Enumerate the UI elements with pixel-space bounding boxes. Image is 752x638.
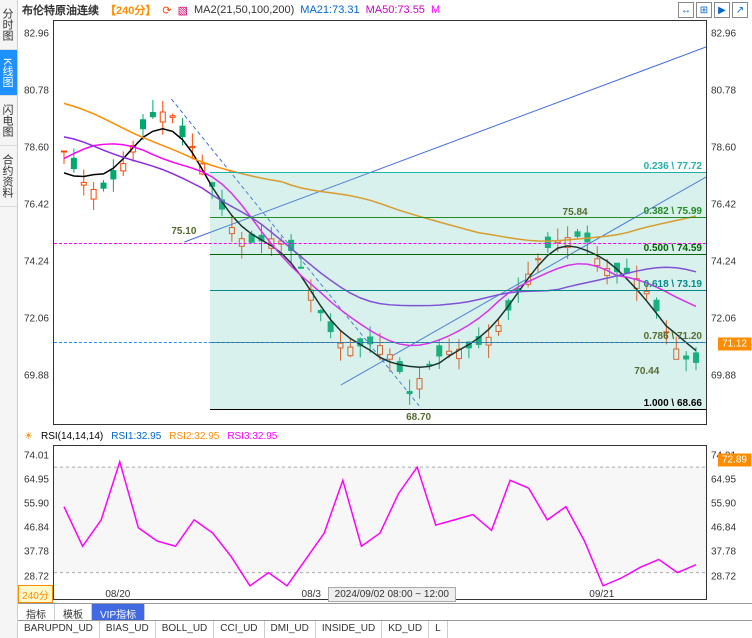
rsi2-value: RSI2:32.95 — [169, 431, 219, 442]
sub-tab-INSIDE_UD[interactable]: INSIDE_UD — [316, 621, 382, 638]
interval-badge[interactable]: 240分 — [18, 585, 53, 603]
rsi-current-badge: 72.89 — [718, 453, 751, 466]
rsi-config: RSI(14,14,14) — [41, 431, 103, 442]
fib-label-0.500: 0.500 \ 74.59 — [644, 243, 702, 254]
sub-tab-DMI_UD[interactable]: DMI_UD — [265, 621, 316, 638]
sub-tab-BOLL_UD[interactable]: BOLL_UD — [156, 621, 215, 638]
rsi-y-axis-left: 74.0164.9555.9046.8437.7828.72 — [18, 445, 53, 600]
fib-label-0.382: 0.382 \ 75.99 — [644, 206, 702, 217]
fib-label-0.236: 0.236 \ 77.72 — [644, 161, 702, 172]
interval-label: 【240分】 — [105, 2, 156, 18]
indicator-chip: ▧ — [178, 4, 188, 17]
sub-tab-L[interactable]: L — [429, 621, 448, 638]
price-annotation: 75.84 — [563, 207, 588, 218]
m-label: M — [431, 4, 440, 16]
tool-icon-1[interactable]: ↔ — [678, 2, 694, 18]
x-tick: 09/21 — [589, 589, 614, 600]
sub-tab-BIAS_UD[interactable]: BIAS_UD — [100, 621, 156, 638]
left-tab-2[interactable]: 闪电图 — [0, 96, 17, 146]
price-y-axis-right: 82.9680.7878.6076.4274.2472.0669.88 — [707, 20, 752, 425]
left-tab-3[interactable]: 合约资料 — [0, 146, 17, 207]
x-tick: 08/3 — [302, 589, 321, 600]
fib-label-1.000: 1.000 \ 68.66 — [644, 398, 702, 409]
left-tab-bar: 分时图K线图闪电图合约资料 — [0, 0, 18, 638]
fib-label-0.618: 0.618 \ 73.19 — [644, 279, 702, 290]
tool-icon-4[interactable]: ↗ — [732, 2, 748, 18]
bottom-tabs: 指标模板VIP指标 — [18, 603, 752, 620]
instrument-title: 布伦特原油连续 — [22, 2, 99, 18]
rsi-sun-icon: ☀ — [24, 431, 33, 442]
price-annotation: 75.10 — [171, 226, 196, 237]
left-tab-1[interactable]: K线图 — [0, 50, 17, 96]
left-tab-0[interactable]: 分时图 — [0, 0, 17, 50]
rsi-y-axis-right: 74.0164.9555.9046.8437.7828.72 — [707, 445, 752, 600]
indicator-sub-tabs: BARUPDN_UDBIAS_UDBOLL_UDCCI_UDDMI_UDINSI… — [18, 620, 752, 638]
ma50-value: MA50:73.55 — [366, 4, 425, 16]
chart-header: 布伦特原油连续 【240分】 ⟳ ▧ MA2(21,50,100,200) MA… — [18, 0, 752, 20]
rsi-chart[interactable]: ☀ RSI(14,14,14) RSI1:32.95 RSI2:32.95 RS… — [53, 445, 707, 600]
ma21-value: MA21:73.31 — [300, 4, 359, 16]
price-annotation: 68.70 — [406, 412, 431, 423]
date-range-box: 2024/09/02 08:00 ~ 12:00 — [328, 587, 456, 602]
current-price-badge: 71.12 — [718, 338, 751, 351]
x-axis: 08/20 08/3 09/21 2024/09/02 08:00 ~ 12:00 — [53, 585, 707, 603]
rsi3-value: RSI3:32.95 — [227, 431, 277, 442]
x-tick: 08/20 — [105, 589, 130, 600]
ma-config: MA2(21,50,100,200) — [194, 4, 294, 16]
refresh-icon[interactable]: ⟳ — [162, 4, 171, 17]
bottom-tab-1[interactable]: 模板 — [55, 604, 92, 620]
sub-tab-KD_UD[interactable]: KD_UD — [382, 621, 429, 638]
price-y-axis-left: 82.9680.7878.6076.4274.2472.0669.88 — [18, 20, 53, 425]
price-annotation: 70.44 — [634, 366, 659, 377]
price-chart[interactable]: 0.236 \ 77.72 0.382 \ 75.99 0.500 \ 74.59 0… — [53, 20, 707, 425]
bottom-tab-0[interactable]: 指标 — [18, 604, 55, 620]
sub-tab-BARUPDN_UD[interactable]: BARUPDN_UD — [18, 621, 100, 638]
sub-tab-CCI_UD[interactable]: CCI_UD — [214, 621, 264, 638]
bottom-tab-2[interactable]: VIP指标 — [92, 604, 145, 620]
fib-label-0.786: 0.786 \ 71.20 — [644, 331, 702, 342]
tool-icon-2[interactable]: ⊞ — [696, 2, 712, 18]
tool-icon-3[interactable]: ▶ — [714, 2, 730, 18]
rsi1-value: RSI1:32.95 — [111, 431, 161, 442]
